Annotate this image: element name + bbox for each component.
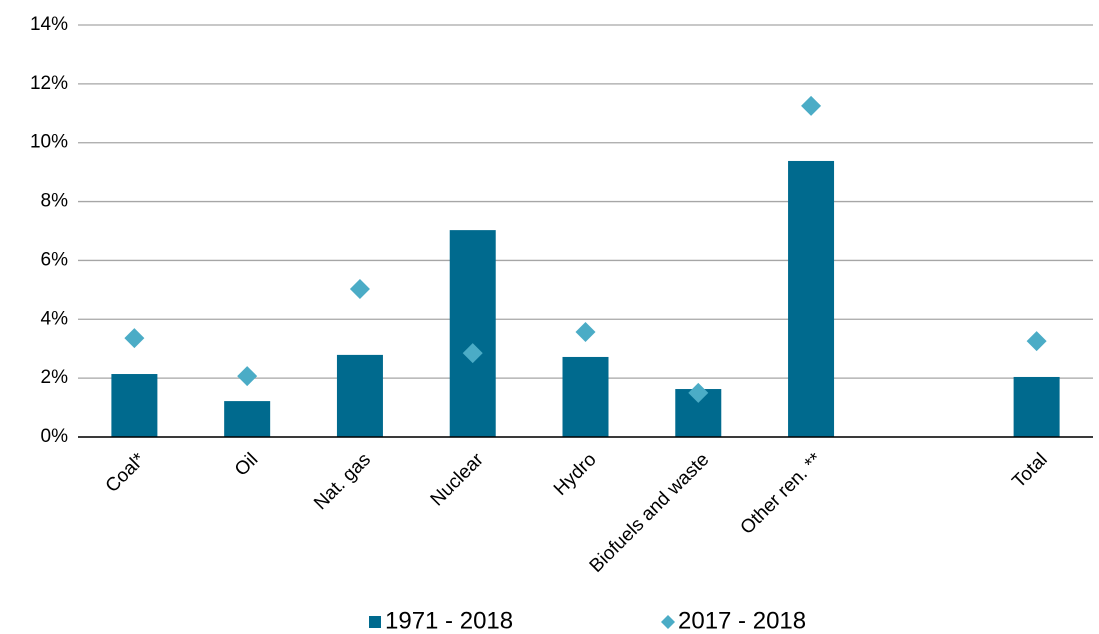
y-tick-label: 6%	[41, 249, 69, 270]
x-tick-label: Other ren. **	[737, 449, 827, 539]
diamond-marker	[688, 382, 709, 403]
x-tick-label: Oil	[231, 449, 262, 480]
bar	[224, 401, 271, 437]
x-tick-label: Nat. gas	[310, 449, 375, 514]
bar	[449, 230, 496, 437]
y-tick-label: 2%	[41, 367, 69, 388]
y-tick-label: 10%	[30, 132, 68, 153]
diamond-marker	[237, 366, 258, 387]
diamond-marker	[349, 278, 370, 299]
x-tick-label: Nuclear	[427, 449, 489, 511]
legend-swatch	[369, 616, 381, 628]
y-tick-label: 14%	[30, 14, 68, 35]
y-tick-label: 12%	[30, 73, 68, 94]
y-tick-label: 8%	[41, 191, 69, 212]
legend-label: 2017 - 2018	[678, 607, 806, 634]
x-tick-label: Biofuels and waste	[586, 449, 714, 577]
bar	[1013, 376, 1060, 437]
diamond-marker	[801, 95, 822, 116]
diamond-marker	[462, 343, 483, 364]
diamond-marker	[1026, 331, 1047, 352]
diamond-marker	[124, 328, 145, 349]
legend-swatch	[661, 615, 675, 629]
y-tick-label: 4%	[41, 308, 69, 329]
x-tick-label: Total	[1008, 449, 1051, 492]
x-tick-label: Hydro	[550, 449, 601, 500]
y-tick-label: 0%	[41, 426, 69, 447]
x-tick-label: Coal*	[102, 449, 150, 497]
bar	[562, 356, 609, 437]
bar	[788, 160, 835, 437]
bar	[336, 354, 383, 437]
bar	[111, 374, 158, 437]
diamond-marker	[575, 321, 596, 342]
legend-label: 1971 - 2018	[385, 607, 513, 634]
